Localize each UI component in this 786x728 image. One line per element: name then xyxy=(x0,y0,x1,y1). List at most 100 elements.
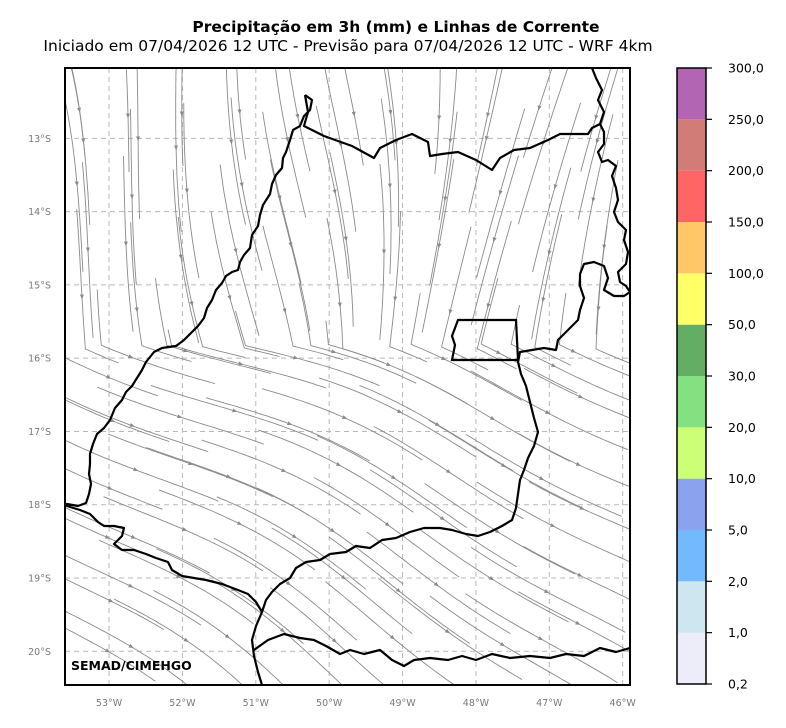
colorbar-level-label: 50,0 xyxy=(728,317,756,332)
colorbar-segment xyxy=(677,581,706,633)
lat-tick-label: 19°S xyxy=(28,574,51,585)
streamline xyxy=(230,97,263,271)
colorbar-segment xyxy=(677,632,706,684)
colorbar-segment xyxy=(677,273,706,325)
colorbar-level-label: 10,0 xyxy=(728,471,756,486)
colorbar-segment xyxy=(677,68,706,120)
streamline xyxy=(329,536,470,644)
colorbar-segment xyxy=(677,427,706,479)
streamline xyxy=(326,217,385,364)
streamline xyxy=(261,388,423,461)
streamline xyxy=(155,278,272,374)
streamline xyxy=(130,109,137,285)
streamline xyxy=(65,357,158,397)
streamline xyxy=(298,282,417,384)
colorbar-level-label: 30,0 xyxy=(728,369,756,384)
streamline xyxy=(325,581,456,685)
streamline xyxy=(108,433,273,498)
tocantins-bahia-border xyxy=(302,94,601,172)
streamline xyxy=(205,397,370,462)
colorbar-segment xyxy=(677,478,706,530)
lat-tick-label: 20°S xyxy=(28,647,51,658)
streamline xyxy=(421,159,455,333)
map-gridlines xyxy=(65,68,630,685)
streamline xyxy=(369,469,518,568)
lat-tick-label: 17°S xyxy=(28,427,51,438)
streamline xyxy=(580,68,612,172)
lat-tick-label: 13°S xyxy=(28,134,51,145)
streamline xyxy=(65,554,202,626)
streamline xyxy=(379,164,385,340)
streamline xyxy=(136,68,141,220)
streamline xyxy=(380,98,392,275)
colorbar-segment xyxy=(677,376,706,428)
colorbar-level-label: 20,0 xyxy=(728,420,756,435)
streamline xyxy=(429,595,573,685)
lat-tick-label: 15°S xyxy=(28,280,51,291)
streamline xyxy=(175,68,182,232)
lat-tick-label: 18°S xyxy=(28,500,51,511)
chart-subtitle: Iniciado em 07/04/2026 12 UTC - Previsão… xyxy=(43,37,653,55)
streamline xyxy=(65,610,188,685)
streamline xyxy=(510,304,630,401)
distrito-federal-border xyxy=(450,318,520,362)
lat-tick-label: 16°S xyxy=(28,354,51,365)
lat-tick-label: 14°S xyxy=(28,207,51,218)
colorbar-segment xyxy=(677,222,706,274)
colorbar-level-label: 0,2 xyxy=(728,677,748,692)
colorbar-level-label: 200,0 xyxy=(728,163,764,178)
streamline xyxy=(410,293,522,401)
streamline xyxy=(125,68,130,172)
lon-tick-label: 46°W xyxy=(610,698,637,709)
streamline xyxy=(262,225,344,361)
streamline xyxy=(65,97,84,272)
streamline xyxy=(153,590,284,685)
streamline xyxy=(183,103,200,279)
streamline xyxy=(70,68,86,159)
lon-tick-label: 47°W xyxy=(536,698,563,709)
map-frame xyxy=(64,67,631,686)
colorbar-segment xyxy=(677,170,706,222)
colorbar-level-label: 150,0 xyxy=(728,215,764,230)
precipitation-colorbar: 0,2 1,0 2,0 5,0 10,0 20,0 30,0 50,0 100,0 150,0 20… xyxy=(676,61,764,692)
lon-tick-label: 52°W xyxy=(169,698,196,709)
streamline xyxy=(315,105,349,279)
streamline xyxy=(518,591,630,653)
axis-tick-labels: 53°W 52°W 51°W 50°W 49°W 48°W 47°W 46°W 13°S 14°S… xyxy=(28,134,636,709)
streamline xyxy=(468,68,503,213)
colorbar-level-label: 1,0 xyxy=(728,625,748,640)
state-borders xyxy=(65,68,630,685)
streamline xyxy=(181,68,184,167)
streamline xyxy=(577,114,614,287)
streamline xyxy=(441,226,489,371)
streamline xyxy=(465,434,622,517)
chart-title: Precipitação em 3h (mm) e Linhas de Corr… xyxy=(192,18,600,36)
streamline xyxy=(256,487,404,585)
streamline xyxy=(465,593,618,684)
streamline xyxy=(316,435,467,528)
lon-tick-label: 48°W xyxy=(463,698,490,709)
colorbar-segment xyxy=(677,530,706,582)
lon-tick-label: 49°W xyxy=(389,698,416,709)
streamline xyxy=(236,68,247,160)
colorbar-level-label: 100,0 xyxy=(728,266,764,281)
streamline xyxy=(523,546,630,601)
credit-label: SEMAD/CIMEHGO xyxy=(71,658,192,673)
streamline xyxy=(167,329,326,389)
streamline xyxy=(434,68,441,174)
colorbar-segment xyxy=(677,324,706,376)
streamline xyxy=(523,368,630,419)
streamline xyxy=(419,528,569,623)
streamline xyxy=(329,152,354,327)
streamlines xyxy=(65,68,630,685)
streamline xyxy=(150,384,319,441)
lon-tick-label: 50°W xyxy=(316,698,343,709)
colorbar-level-label: 300,0 xyxy=(728,61,764,76)
streamline xyxy=(470,155,520,326)
colorbar-level-label: 250,0 xyxy=(728,112,764,127)
colorbar-level-label: 5,0 xyxy=(728,523,748,538)
streamline xyxy=(270,587,385,685)
streamline xyxy=(389,211,427,363)
minas-south-line xyxy=(253,632,630,668)
